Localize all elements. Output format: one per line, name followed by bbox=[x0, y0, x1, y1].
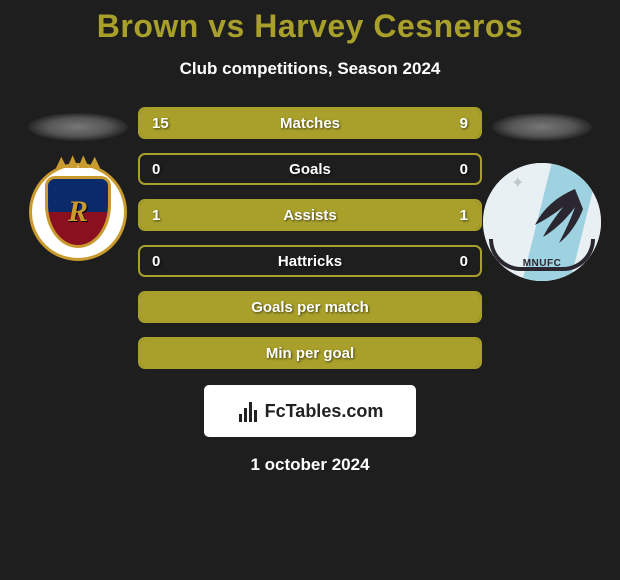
stat-value-left: 0 bbox=[152, 155, 160, 183]
comparison-area: R Matches159Goals00Assists11Hattricks00G… bbox=[0, 107, 620, 369]
left-player-column: R bbox=[18, 107, 138, 261]
crown-icon bbox=[56, 152, 100, 168]
brand-footer[interactable]: FcTables.com bbox=[204, 385, 416, 437]
stat-value-left: 15 bbox=[152, 109, 169, 137]
stat-value-right: 0 bbox=[460, 155, 468, 183]
stat-bars: Matches159Goals00Assists11Hattricks00Goa… bbox=[138, 107, 482, 369]
comparison-card: Brown vs Harvey Cesneros Club competitio… bbox=[0, 0, 620, 475]
stat-label: Min per goal bbox=[140, 339, 480, 367]
stat-row: Goals0 0 bbox=[138, 153, 482, 185]
stat-label: Goals bbox=[140, 155, 480, 183]
shield-icon: R bbox=[45, 176, 111, 248]
badge-arc-text: MNUFC bbox=[483, 258, 601, 269]
page-subtitle: Club competitions, Season 2024 bbox=[0, 59, 620, 79]
brand-name: FcTables.com bbox=[265, 401, 384, 422]
stat-value-left: 0 bbox=[152, 247, 160, 275]
stat-row: Min per goal bbox=[138, 337, 482, 369]
right-club-badge: ✦ MNUFC bbox=[483, 163, 601, 281]
right-player-column: ✦ MNUFC bbox=[482, 107, 602, 281]
badge-letter: R bbox=[68, 195, 88, 229]
stat-value-right: 0 bbox=[460, 247, 468, 275]
page-title: Brown vs Harvey Cesneros bbox=[0, 8, 620, 45]
stat-label: Hattricks bbox=[140, 247, 480, 275]
player-silhouette-shadow bbox=[28, 113, 128, 141]
player-silhouette-shadow bbox=[492, 113, 592, 141]
stat-row: Goals per match bbox=[138, 291, 482, 323]
stat-row: Assists1 1 bbox=[138, 199, 482, 231]
stat-row: Matches15 9 bbox=[138, 107, 482, 139]
stat-label: Assists bbox=[140, 201, 480, 229]
stat-row: Hattricks0 0 bbox=[138, 245, 482, 277]
stat-value-right: 1 bbox=[460, 201, 468, 229]
left-club-badge: R bbox=[29, 163, 127, 261]
stat-label: Goals per match bbox=[140, 293, 480, 321]
bars-icon bbox=[237, 400, 259, 422]
stat-value-left: 1 bbox=[152, 201, 160, 229]
stat-value-right: 9 bbox=[460, 109, 468, 137]
footer-date: 1 october 2024 bbox=[0, 455, 620, 475]
stat-label: Matches bbox=[140, 109, 480, 137]
